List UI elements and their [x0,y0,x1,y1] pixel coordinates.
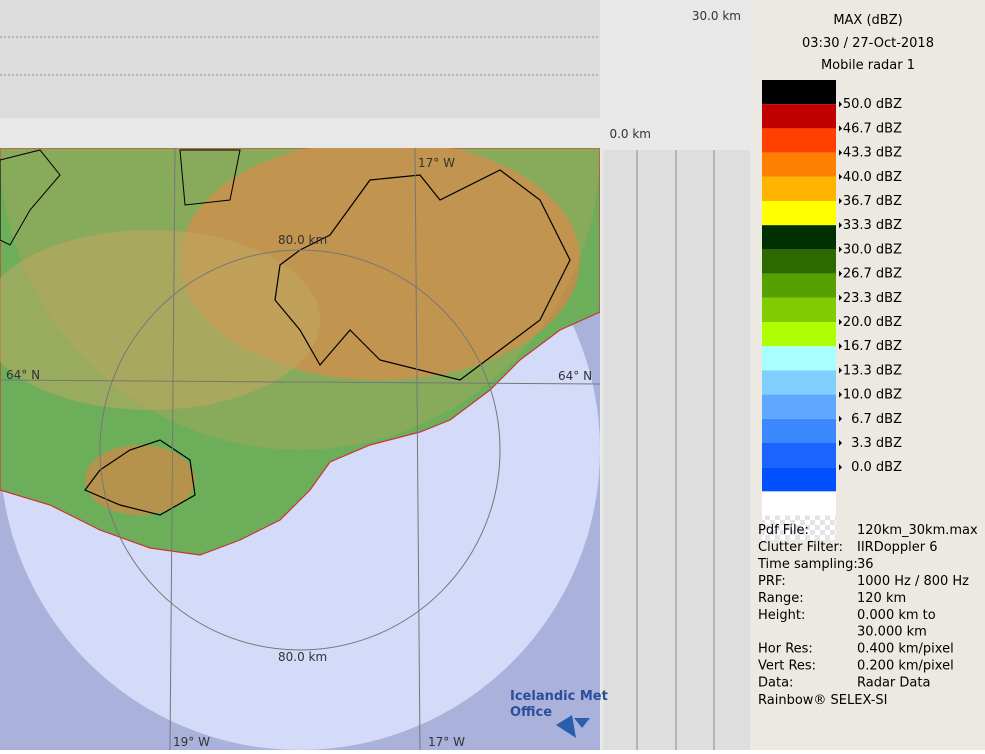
swatch [762,104,836,129]
legend-arrow [839,125,842,132]
lat-label: 64° N [6,368,40,382]
logo-text: Icelandic Met [510,689,608,704]
logo-icon [556,715,590,738]
info-value: 120km_30km.max [857,523,978,538]
swatch [762,346,836,371]
map [0,148,600,750]
info-value: 120 km [857,591,906,606]
ring-label: 80.0 km [278,233,327,247]
swatch [762,370,836,395]
footer: Rainbow® SELEX-SI [758,693,888,708]
legend-arrow [839,391,842,398]
legend-title: MAX (dBZ) [833,13,902,28]
swatch [762,443,836,468]
legend-label: 26.7 dBZ [843,267,902,282]
info-value: Radar Data [857,676,930,691]
legend-arrow [839,173,842,180]
info-key: Pdf File: [758,523,809,538]
legend-label: 40.0 dBZ [843,170,902,185]
legend-label: 36.7 dBZ [843,194,902,209]
ring-label: 80.0 km [278,650,327,664]
info-value: 0.000 km to [857,608,936,623]
swatch [762,491,836,516]
legend-label: 3.3 dBZ [851,436,902,451]
swatch [762,176,836,201]
swatch [762,152,836,177]
legend-title: 03:30 / 27-Oct-2018 [802,36,934,51]
swatch [762,467,836,492]
legend-label: 13.3 dBZ [843,363,902,378]
legend-label: 0.0 dBZ [851,460,902,475]
logo-text: Office [510,705,552,720]
legend-arrow [839,367,842,374]
legend-title: Mobile radar 1 [821,58,915,73]
info-value: 0.200 km/pixel [857,659,954,674]
swatch [762,225,836,250]
swatch [762,273,836,298]
lon-label: 17° W [418,156,455,170]
info-value: 36 [857,557,874,572]
legend-label: 46.7 dBZ [843,121,902,136]
info-key: Hor Res: [758,642,813,657]
swatch [762,201,836,226]
legend-arrow [839,246,842,253]
legend-label: 23.3 dBZ [843,291,902,306]
swatch [762,249,836,274]
info-value: 0.400 km/pixel [857,642,954,657]
legend-arrow [839,270,842,277]
swatch [762,80,836,105]
swatch [762,418,836,443]
legend-label: 10.0 dBZ [843,388,902,403]
lat-label: 64° N [558,369,592,383]
legend-arrow [839,440,842,446]
swatch [762,322,836,347]
info-key: Time sampling: [757,557,858,572]
top-section [0,0,600,118]
info-value: 1000 Hz / 800 Hz [857,574,969,589]
legend-arrow [839,149,842,156]
info-value: 30.000 km [857,625,927,640]
legend-label: 30.0 dBZ [843,242,902,257]
info-key: Height: [758,608,805,623]
legend-label: 33.3 dBZ [843,218,902,233]
legend-arrow [839,294,842,301]
legend-arrow [839,343,842,350]
info-key: Data: [758,676,793,691]
swatch [762,128,836,153]
swatch [762,515,836,540]
lon-label: 17° W [428,735,465,749]
legend-arrow [839,222,842,229]
range-label: 0.0 km [609,127,651,141]
swatch [762,297,836,322]
legend-arrow [839,415,842,422]
info-key: Clutter Filter: [758,540,843,555]
swatch [762,394,836,419]
legend-label: 20.0 dBZ [843,315,902,330]
legend-label: 6.7 dBZ [851,412,902,427]
legend-arrow [839,319,842,325]
legend-arrow [839,198,842,204]
legend-label: 43.3 dBZ [843,146,902,161]
legend-label: 16.7 dBZ [843,339,902,354]
info-key: Vert Res: [758,659,816,674]
info-key: PRF: [758,574,786,589]
range-label: 30.0 km [692,9,741,23]
legend: MAX (dBZ) 03:30 / 27-Oct-2018 Mobile rad… [757,13,978,708]
legend-label: 50.0 dBZ [843,97,902,112]
lon-label: 19° W [173,735,210,749]
info-value: IIRDoppler 6 [857,540,938,555]
legend-arrow [839,101,842,108]
legend-arrow [839,464,842,471]
info-key: Range: [758,591,804,606]
